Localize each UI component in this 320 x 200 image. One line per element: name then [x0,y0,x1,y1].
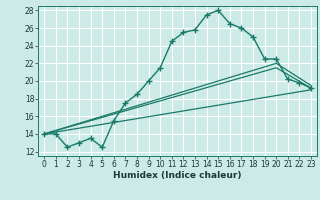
X-axis label: Humidex (Indice chaleur): Humidex (Indice chaleur) [113,171,242,180]
